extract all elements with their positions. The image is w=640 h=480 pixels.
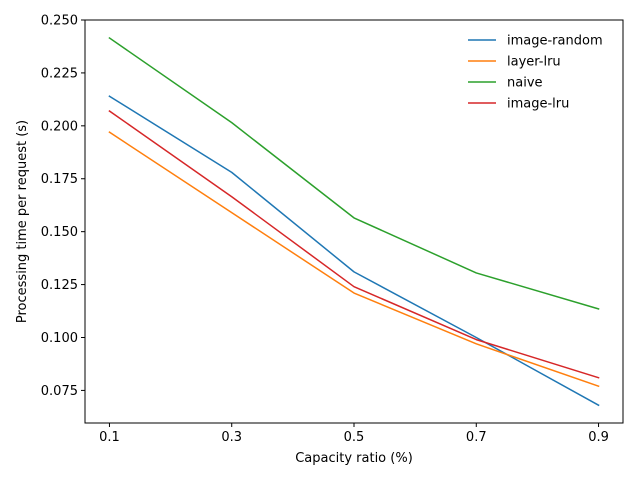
x-axis: 0.1 0.3 0.5 0.7 0.9 — [99, 423, 609, 445]
x-tick-label: 0.7 — [466, 430, 487, 445]
series-line-image-lru — [108, 109, 600, 379]
legend-label-image-lru: image-lru — [507, 97, 569, 112]
x-axis-label: Capacity ratio (%) — [295, 451, 413, 466]
series-lines — [108, 36, 600, 407]
y-tick-label: 0.225 — [41, 66, 78, 81]
y-axis: 0.075 0.100 0.125 0.150 0.175 0.200 0.225 0.250 — [41, 14, 85, 399]
legend-label-layer-lru: layer-lru — [507, 55, 561, 70]
y-tick-label: 0.175 — [41, 172, 78, 187]
series-line-image-random — [108, 95, 600, 407]
x-tick-label: 0.5 — [344, 430, 365, 445]
x-tick-label: 0.3 — [221, 430, 242, 445]
y-axis-label: Processing time per request (s) — [15, 120, 30, 323]
series-line-layer-lru — [108, 131, 600, 388]
y-tick-label: 0.125 — [41, 278, 78, 293]
y-tick-label: 0.150 — [41, 225, 78, 240]
y-tick-label: 0.200 — [41, 119, 78, 134]
y-tick-label: 0.250 — [41, 14, 78, 29]
y-tick-label: 0.075 — [41, 384, 78, 399]
legend: image-random layer-lru naive image-lru — [468, 34, 603, 112]
y-tick-label: 0.100 — [41, 331, 78, 346]
series-line-naive — [108, 36, 600, 310]
legend-label-naive: naive — [507, 76, 543, 91]
legend-label-image-random: image-random — [507, 34, 603, 49]
x-tick-label: 0.1 — [99, 430, 120, 445]
x-tick-label: 0.9 — [588, 430, 609, 445]
